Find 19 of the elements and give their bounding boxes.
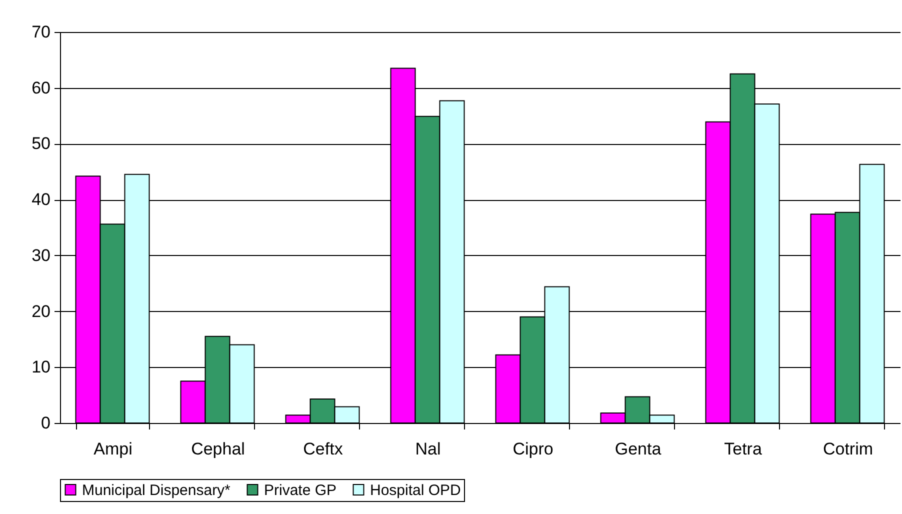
legend-label: Hospital OPD (370, 482, 462, 499)
y-tick-label: 0 (41, 414, 50, 432)
x-tick-label: Genta (614, 440, 662, 458)
y-tick-label: 50 (32, 134, 50, 154)
x-tick-label: Cephal (191, 440, 245, 458)
x-tick-label: Cipro (512, 440, 554, 458)
y-tick-label: 30 (32, 246, 50, 265)
x-tick-label: Ampi (94, 440, 132, 458)
y-tick-label: 20 (32, 302, 50, 321)
x-tick-label: Cotrim (822, 440, 874, 458)
legend-label: Private GP (264, 482, 337, 499)
x-tick-label: Nal (415, 440, 441, 458)
y-tick-label: 70 (32, 22, 50, 42)
y-tick-label: 10 (32, 358, 50, 377)
x-tick-label: Tetra (724, 440, 762, 458)
y-tick-label: 40 (32, 190, 50, 210)
legend-label: Municipal Dispensary* (82, 482, 231, 499)
x-tick-label: Ceftx (303, 440, 344, 458)
y-tick-label: 60 (32, 78, 50, 98)
